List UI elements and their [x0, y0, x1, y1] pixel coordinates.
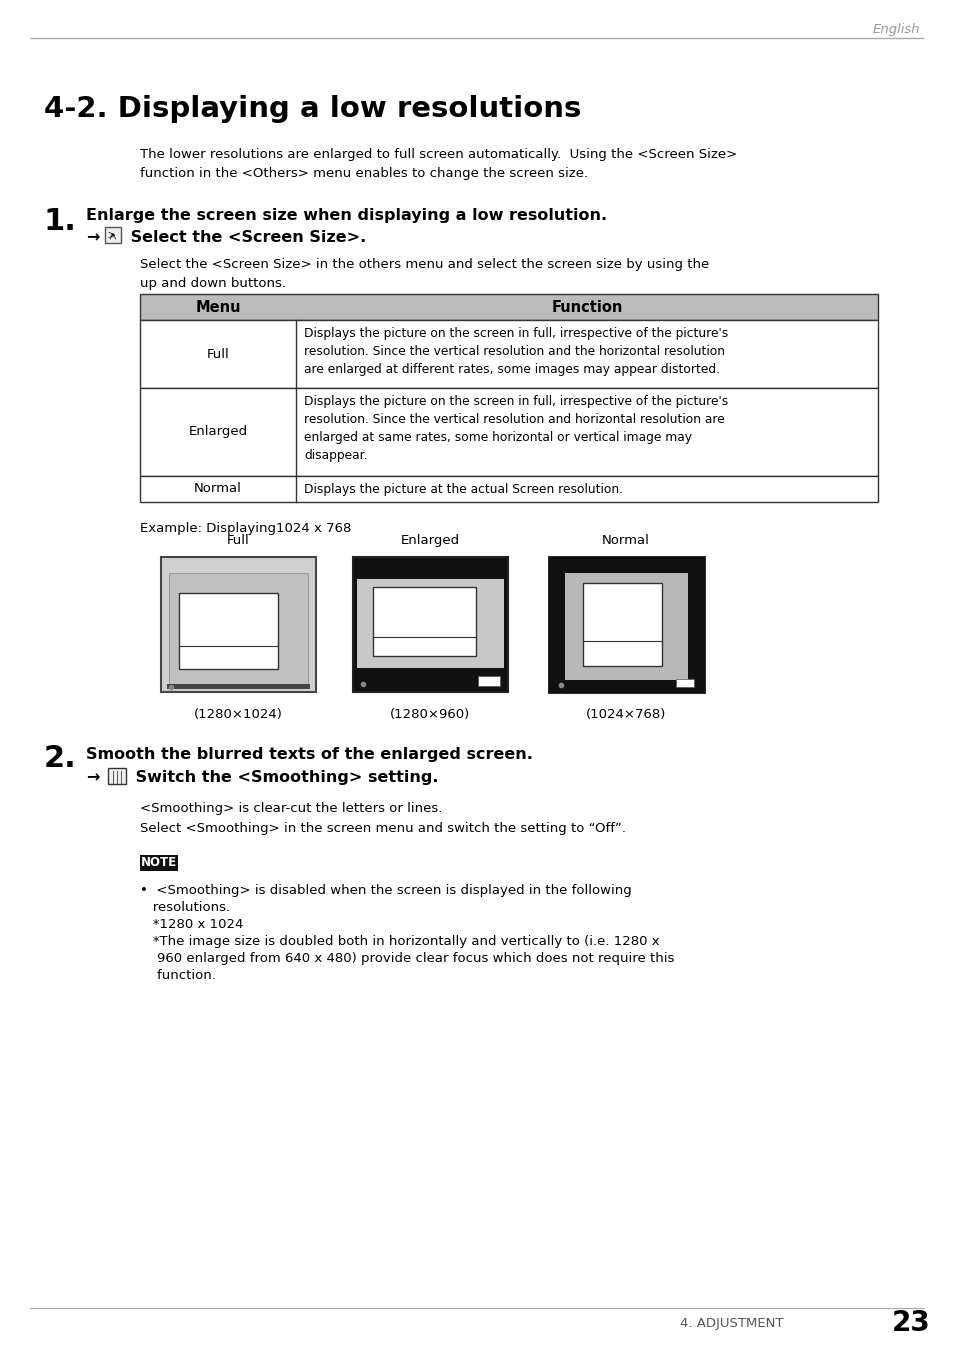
Text: (1024×768): (1024×768) [585, 708, 665, 721]
Text: Select <Smoothing> in the screen menu and switch the setting to “Off”.: Select <Smoothing> in the screen menu an… [140, 822, 625, 834]
Text: (1280×960): (1280×960) [390, 708, 470, 721]
Text: 2.: 2. [44, 744, 76, 772]
Text: The lower resolutions are enlarged to full screen automatically.  Using the <Scr: The lower resolutions are enlarged to fu… [140, 148, 737, 179]
Text: Normal: Normal [601, 534, 649, 547]
Text: NOTE: NOTE [141, 856, 177, 869]
Text: *1280 x 1024: *1280 x 1024 [140, 918, 243, 931]
Text: Select the <Screen Size>.: Select the <Screen Size>. [125, 231, 366, 245]
Text: 4-2. Displaying a low resolutions: 4-2. Displaying a low resolutions [44, 94, 580, 123]
Text: Menu: Menu [195, 299, 240, 314]
Text: →: → [86, 231, 99, 245]
Text: Switch the <Smoothing> setting.: Switch the <Smoothing> setting. [130, 770, 438, 785]
Text: Select the <Screen Size> in the others menu and select the screen size by using : Select the <Screen Size> in the others m… [140, 257, 708, 290]
Bar [477, 675, 499, 686]
Bar [167, 683, 310, 689]
Text: 23: 23 [891, 1309, 930, 1337]
Bar [373, 586, 476, 656]
Bar [582, 582, 661, 666]
Text: Normal: Normal [193, 483, 242, 496]
Bar [355, 559, 505, 580]
Bar [548, 557, 703, 692]
Bar [161, 557, 315, 692]
Text: *The image size is doubled both in horizontally and vertically to (i.e. 1280 x: *The image size is doubled both in horiz… [140, 936, 659, 948]
Bar [353, 557, 507, 692]
Text: Enlarge the screen size when displaying a low resolution.: Enlarge the screen size when displaying … [86, 208, 606, 222]
Text: →: → [86, 770, 99, 785]
Text: Displays the picture on the screen in full, irrespective of the picture's
resolu: Displays the picture on the screen in fu… [304, 395, 727, 462]
Bar [140, 855, 178, 871]
Text: 960 enlarged from 640 x 480) provide clear focus which does not require this: 960 enlarged from 640 x 480) provide cle… [140, 952, 674, 965]
Text: 1.: 1. [44, 208, 77, 236]
Text: Example: Displaying1024 x 768: Example: Displaying1024 x 768 [140, 522, 351, 535]
Bar [140, 319, 877, 388]
Bar [105, 226, 121, 243]
Text: 4. ADJUSTMENT: 4. ADJUSTMENT [679, 1317, 782, 1329]
Bar [676, 679, 693, 687]
Text: Smooth the blurred texts of the enlarged screen.: Smooth the blurred texts of the enlarged… [86, 747, 533, 762]
Bar [564, 573, 687, 679]
Bar [169, 573, 308, 683]
Text: •  <Smoothing> is disabled when the screen is displayed in the following: • <Smoothing> is disabled when the scree… [140, 884, 631, 896]
Text: resolutions.: resolutions. [140, 900, 230, 914]
Bar [140, 294, 877, 319]
Text: function.: function. [140, 969, 215, 981]
Text: Full: Full [227, 534, 249, 547]
Text: <Smoothing> is clear-cut the letters or lines.: <Smoothing> is clear-cut the letters or … [140, 802, 442, 816]
Text: (1280×1024): (1280×1024) [193, 708, 282, 721]
Text: Function: Function [551, 299, 622, 314]
Text: Enlarged: Enlarged [400, 534, 459, 547]
Bar [356, 580, 503, 669]
Bar [179, 593, 277, 669]
Bar [108, 768, 126, 785]
Bar [355, 669, 505, 690]
Text: Displays the picture on the screen in full, irrespective of the picture's
resolu: Displays the picture on the screen in fu… [304, 328, 727, 376]
Bar [140, 476, 877, 501]
Text: Displays the picture at the actual Screen resolution.: Displays the picture at the actual Scree… [304, 483, 622, 496]
Text: English: English [871, 23, 919, 36]
Text: Full: Full [207, 348, 229, 360]
Bar [140, 388, 877, 476]
Text: Enlarged: Enlarged [189, 426, 247, 438]
